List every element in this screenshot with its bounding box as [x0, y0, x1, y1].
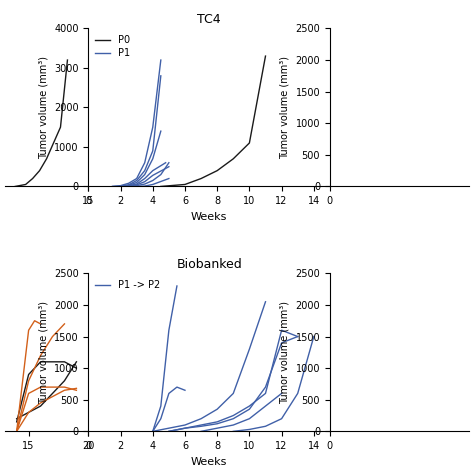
Line: P1: P1	[112, 60, 161, 186]
Y-axis label: Tumor volume (mm³): Tumor volume (mm³)	[38, 56, 48, 159]
P1	[118, 183, 123, 189]
P0	[263, 53, 268, 59]
Title: TC4: TC4	[197, 13, 221, 26]
P1	[142, 160, 147, 165]
P1	[109, 183, 115, 189]
Legend: P0, P1: P0, P1	[93, 33, 132, 60]
Title: Biobanked: Biobanked	[176, 258, 242, 271]
P1	[150, 124, 155, 130]
Y-axis label: Tumor volume (mm³): Tumor volume (mm³)	[280, 56, 290, 159]
Y-axis label: Tumor volume (mm³): Tumor volume (mm³)	[38, 301, 48, 404]
P1 -> P2	[158, 403, 164, 409]
X-axis label: Weeks: Weeks	[191, 456, 228, 466]
Line: P0: P0	[161, 56, 265, 186]
Line: P1 -> P2: P1 -> P2	[153, 286, 177, 431]
P1	[134, 176, 139, 182]
P0	[214, 168, 220, 173]
P1	[158, 57, 164, 63]
P0	[246, 140, 252, 146]
P0	[182, 182, 188, 187]
P0	[158, 183, 164, 189]
P1 -> P2	[166, 328, 172, 333]
Y-axis label: Tumor volume (mm³): Tumor volume (mm³)	[280, 301, 290, 404]
P0	[198, 176, 204, 182]
Legend: P1 -> P2: P1 -> P2	[93, 278, 162, 292]
X-axis label: Weeks: Weeks	[191, 212, 228, 222]
P1 -> P2	[150, 428, 155, 434]
P1	[126, 181, 131, 186]
P1 -> P2	[174, 283, 180, 289]
P0	[230, 156, 236, 162]
